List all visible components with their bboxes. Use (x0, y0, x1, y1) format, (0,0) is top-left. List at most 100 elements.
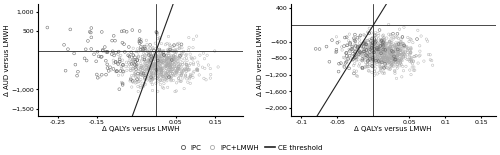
Point (369, 58, 377, 61)
Point (372, 51, 380, 53)
Point (148, 89, 156, 92)
Point (148, 52, 156, 54)
Point (380, 52, 388, 54)
Point (362, 58, 370, 61)
Point (368, 55, 376, 58)
Point (134, 67, 142, 70)
Point (362, 49, 370, 51)
Point (378, 39, 386, 42)
Point (374, 47, 382, 49)
Point (101, 46, 109, 48)
Point (380, 56, 388, 58)
Point (368, 50, 376, 52)
Point (390, 58, 398, 60)
Point (390, 69, 398, 72)
Point (145, 67, 153, 69)
Point (160, 82, 168, 85)
Point (351, 43, 359, 45)
Point (381, 40, 389, 42)
Point (134, 85, 142, 88)
Point (138, 72, 146, 74)
Point (380, 42, 388, 45)
Point (131, 64, 139, 66)
Point (134, 56, 142, 58)
Point (396, 62, 404, 64)
Point (391, 62, 399, 64)
Point (150, 64, 158, 66)
Point (72, 63, 80, 66)
Point (129, 58, 137, 61)
Point (156, 70, 164, 72)
Point (174, 57, 182, 59)
Point (372, 59, 380, 62)
Point (385, 55, 393, 57)
Point (378, 57, 386, 59)
Point (386, 40, 394, 42)
Point (392, 50, 400, 53)
Point (346, 42, 354, 44)
Point (397, 43, 405, 46)
Point (144, 52, 152, 54)
Point (183, 63, 191, 66)
Point (124, 62, 132, 64)
Point (132, 76, 140, 78)
Point (382, 60, 390, 63)
Point (393, 63, 401, 66)
Point (138, 67, 146, 70)
Point (157, 69, 165, 71)
Point (400, 45, 408, 48)
Point (44, 26, 52, 29)
Point (152, 53, 160, 55)
Point (102, 51, 110, 53)
Point (159, 61, 167, 64)
Point (182, 57, 190, 59)
Point (137, 68, 145, 71)
Point (160, 54, 168, 56)
Point (352, 56, 360, 58)
Point (380, 42, 388, 44)
Point (377, 69, 385, 72)
Point (376, 54, 384, 56)
Point (118, 64, 126, 66)
Point (156, 52, 164, 54)
Point (172, 70, 180, 73)
Point (373, 48, 381, 51)
Point (156, 60, 164, 62)
Point (144, 65, 152, 68)
Point (178, 74, 186, 76)
Point (138, 47, 146, 50)
Point (382, 55, 390, 57)
Point (368, 42, 376, 44)
Point (387, 56, 395, 58)
Point (396, 64, 404, 67)
Point (165, 50, 173, 53)
Point (136, 30, 143, 32)
Point (364, 61, 372, 63)
Point (134, 40, 142, 43)
Point (170, 51, 178, 54)
Point (428, 64, 436, 66)
Point (138, 72, 145, 74)
Point (151, 70, 159, 73)
Point (114, 63, 122, 65)
Point (398, 56, 406, 59)
Point (384, 48, 392, 50)
Point (406, 53, 413, 56)
Point (393, 60, 401, 63)
Point (416, 44, 424, 47)
Point (382, 66, 390, 69)
Point (348, 45, 356, 48)
Point (169, 58, 177, 61)
Point (204, 64, 212, 66)
Point (116, 70, 124, 72)
Point (373, 48, 381, 50)
Point (399, 46, 407, 49)
Point (377, 50, 385, 53)
Point (387, 65, 395, 67)
Point (400, 56, 407, 58)
Point (154, 53, 162, 55)
Point (148, 58, 156, 61)
Point (200, 52, 207, 54)
Point (152, 55, 160, 57)
Point (80, 57, 88, 60)
